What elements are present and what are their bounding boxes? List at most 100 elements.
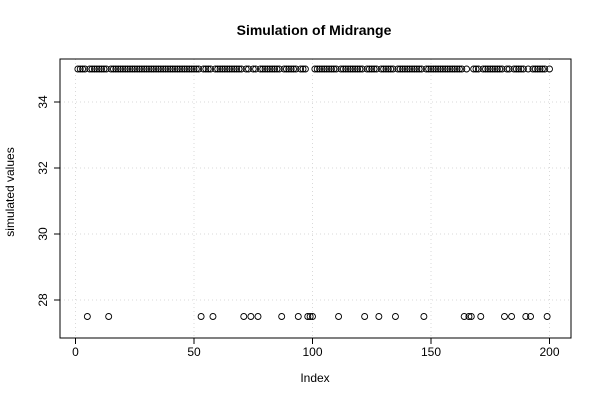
data-point (399, 65, 407, 73)
data-point (408, 65, 416, 73)
data-point (74, 65, 82, 73)
data-point (437, 65, 444, 73)
data-point (375, 313, 383, 320)
data-point (354, 65, 361, 73)
data-point (95, 65, 103, 73)
data-point (157, 65, 165, 73)
data-point (503, 65, 511, 73)
data-point (124, 65, 132, 73)
data-point (451, 65, 459, 73)
data-point (105, 313, 113, 320)
data-point (346, 65, 354, 73)
data-point (200, 65, 207, 73)
data-point (432, 65, 440, 73)
data-point (143, 65, 151, 73)
data-point (342, 65, 350, 73)
data-point (261, 65, 269, 73)
data-point (264, 65, 271, 73)
data-point (529, 65, 537, 73)
data-point (226, 65, 234, 73)
x-tick-label: 150 (421, 345, 441, 359)
data-point (93, 65, 101, 73)
data-point (313, 65, 321, 73)
plot-frame (59, 58, 572, 339)
data-point (154, 65, 162, 73)
data-point (221, 65, 229, 73)
data-point (297, 65, 305, 73)
data-point (365, 65, 373, 73)
data-point (541, 65, 549, 73)
data-point (358, 65, 366, 73)
data-point (519, 65, 527, 73)
data-point (91, 65, 98, 73)
data-point (202, 65, 210, 73)
data-point (546, 65, 553, 73)
data-point (190, 65, 198, 73)
data-point (538, 65, 546, 73)
data-point (278, 313, 286, 320)
data-point (351, 65, 359, 73)
data-point (138, 65, 146, 73)
data-point (242, 65, 250, 73)
data-point (86, 65, 94, 73)
data-point (290, 65, 297, 73)
data-point (496, 65, 504, 73)
data-point (493, 65, 501, 73)
chart-title: Simulation of Midrange (237, 22, 392, 38)
data-point (337, 65, 345, 73)
data-point (178, 65, 186, 73)
data-point (114, 65, 122, 73)
data-point (470, 65, 478, 73)
data-point (112, 65, 120, 73)
data-point (361, 313, 369, 320)
data-point (256, 65, 264, 73)
data-point (373, 65, 380, 73)
x-tick-label: 100 (302, 345, 322, 359)
data-point (245, 65, 252, 73)
data-point (88, 65, 96, 73)
data-point (486, 65, 494, 73)
data-point (140, 65, 148, 73)
data-point (230, 65, 238, 73)
data-point (162, 65, 170, 73)
data-point (216, 65, 224, 73)
data-point (505, 65, 513, 73)
data-points (74, 65, 553, 320)
data-point (484, 65, 492, 73)
data-point (422, 65, 430, 73)
data-point (150, 65, 158, 73)
data-point (306, 313, 314, 320)
data-point (534, 65, 542, 73)
x-tick-label: 200 (539, 345, 559, 359)
data-point (102, 65, 110, 73)
data-point (380, 65, 388, 73)
data-point (268, 65, 276, 73)
data-point (100, 65, 108, 73)
y-tick-label: 30 (36, 227, 50, 241)
data-point (349, 65, 357, 73)
data-point (280, 65, 288, 73)
data-point (304, 313, 312, 320)
data-point (173, 65, 181, 73)
data-point (147, 65, 155, 73)
data-point (254, 313, 262, 320)
data-point (536, 65, 544, 73)
data-point (434, 65, 442, 73)
data-point (515, 65, 523, 73)
data-point (235, 65, 243, 73)
y-tick-label: 34 (36, 95, 50, 109)
data-point (401, 65, 409, 73)
data-point (294, 313, 302, 320)
data-point (320, 65, 328, 73)
data-point (460, 313, 468, 320)
data-point (271, 65, 279, 73)
data-point (181, 65, 188, 73)
data-point (425, 65, 433, 73)
x-tick-label: 50 (187, 345, 201, 359)
data-point (474, 65, 482, 73)
data-point (166, 65, 174, 73)
data-point (237, 65, 245, 73)
data-point (382, 65, 390, 73)
data-point (275, 65, 283, 73)
